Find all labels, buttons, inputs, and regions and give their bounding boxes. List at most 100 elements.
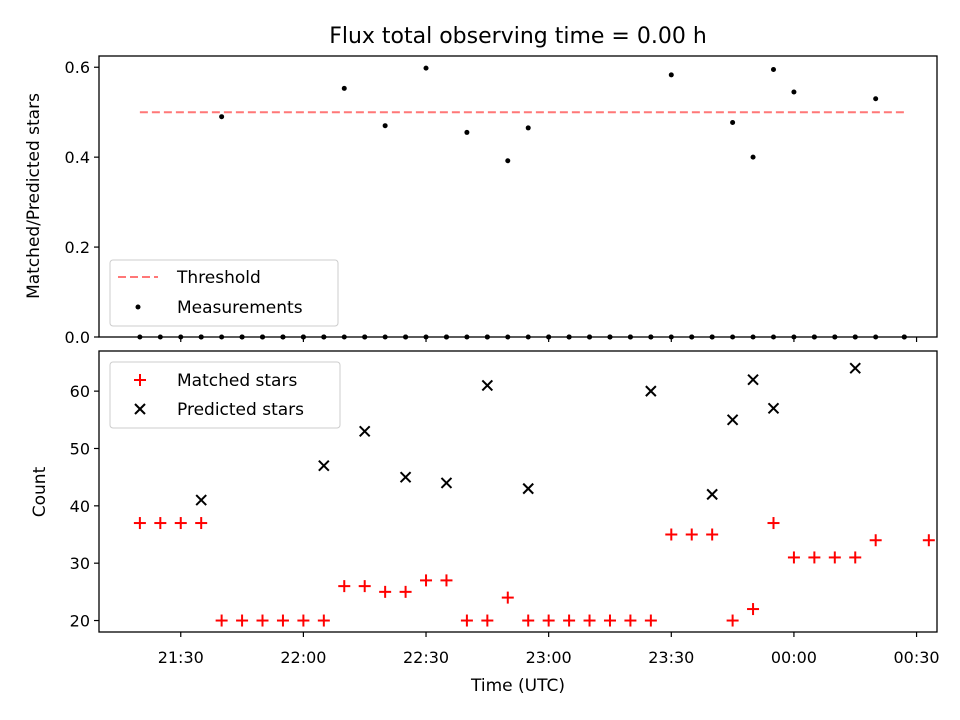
top-x-ticks — [180, 337, 918, 342]
matched-star-point — [644, 614, 657, 627]
matched-star-point — [195, 517, 208, 530]
matched-star-point — [828, 551, 841, 564]
y-tick-label: 0.2 — [65, 238, 90, 257]
matched-star-point — [133, 517, 146, 530]
predicted-star-point — [645, 385, 657, 397]
predicted-star-point — [849, 362, 861, 374]
matched-star-point — [542, 614, 555, 627]
matched-star-point — [787, 551, 800, 564]
matched-star-point — [767, 517, 780, 530]
measurement-point — [464, 129, 470, 135]
matched-star-point — [154, 517, 167, 530]
measurement-point — [219, 114, 225, 120]
matched-star-point — [563, 614, 576, 627]
measurement-point — [791, 89, 797, 95]
measurement-point — [341, 85, 347, 91]
bottom-legend: Matched stars Predicted stars — [109, 361, 341, 429]
matched-star-point — [849, 551, 862, 564]
measurement-point — [423, 65, 429, 71]
legend-matched-label: Matched stars — [177, 371, 297, 391]
measurement-point — [382, 123, 388, 129]
measurement-point — [770, 66, 776, 72]
x-tick-label: 23:00 — [526, 648, 572, 667]
predicted-star-point — [481, 379, 494, 392]
bottom-legend-box — [109, 361, 341, 429]
predicted-star-point — [767, 402, 780, 415]
x-axis-label: Time (UTC) — [470, 676, 565, 696]
matched-star-point — [869, 534, 882, 547]
legend-threshold-label: Threshold — [176, 268, 261, 288]
y-tick-label: 30 — [70, 554, 90, 573]
top-y-ticks: 0.0 0.2 0.4 0.6 — [65, 58, 99, 347]
matched-star-point — [236, 614, 249, 627]
matched-star-point — [420, 574, 433, 587]
legend-measurements-label: Measurements — [177, 298, 303, 318]
predicted-star-point — [318, 459, 330, 472]
top-legend: Threshold Measurements — [109, 259, 339, 327]
bottom-y-axis-label: Count — [30, 466, 50, 517]
bottom-plot-frame — [98, 350, 938, 633]
x-tick-label: 21:30 — [158, 648, 204, 667]
matched-star-point — [522, 614, 535, 627]
x-tick-label: 22:00 — [280, 648, 326, 667]
y-tick-label: 40 — [70, 497, 90, 516]
x-tick-label: 23:30 — [648, 648, 694, 667]
x-tick-label: 22:30 — [403, 648, 449, 667]
matched-star-point — [501, 591, 514, 604]
bottom-plot-marks — [133, 362, 935, 627]
top-plot: Matched/Predicted stars 0.0 0.2 0.4 0.6 Thr… — [24, 55, 938, 347]
x-tick-label: 00:30 — [894, 648, 940, 667]
top-plot-frame — [98, 55, 938, 338]
matched-star-point — [460, 614, 473, 627]
measurement-point — [730, 120, 736, 126]
matched-star-point — [808, 551, 821, 564]
predicted-star-point — [726, 414, 739, 426]
x-tick-label: 00:00 — [771, 648, 817, 667]
matched-star-point — [685, 528, 698, 541]
measurement-point — [525, 125, 531, 131]
bottom-y-ticks: 20 30 40 50 60 — [70, 382, 99, 631]
y-tick-label: 0.0 — [65, 328, 90, 347]
predicted-star-point — [522, 482, 534, 495]
matched-star-point — [317, 614, 330, 627]
measurement-point — [750, 154, 756, 160]
predicted-star-point — [706, 488, 718, 501]
y-tick-label: 0.4 — [65, 148, 90, 167]
measurement-point — [873, 96, 879, 102]
matched-star-point — [624, 614, 637, 627]
predicted-star-point — [359, 425, 371, 437]
y-tick-label: 20 — [70, 612, 90, 631]
matched-star-point — [665, 528, 678, 541]
matched-star-point — [922, 534, 935, 547]
matched-star-point — [215, 614, 228, 627]
matched-star-point — [603, 614, 616, 627]
matched-star-point — [379, 585, 392, 598]
top-legend-box — [109, 259, 339, 327]
matched-star-point — [338, 580, 351, 593]
matched-star-point — [747, 603, 760, 616]
matched-star-point — [174, 517, 187, 530]
chart-title: Flux total observing time = 0.00 h — [329, 24, 707, 49]
matched-star-point — [297, 614, 310, 627]
predicted-star-point — [195, 494, 207, 506]
matched-star-point — [481, 614, 494, 627]
y-tick-label: 60 — [70, 382, 90, 401]
y-tick-label: 0.6 — [65, 58, 90, 77]
bottom-plot: Count 20 30 40 50 60 21:30 22:00 22:30 23:00 23:… — [30, 350, 940, 696]
matched-star-point — [358, 580, 371, 593]
bottom-x-ticks: 21:30 22:00 22:30 23:00 23:30 00:00 00:30 — [158, 632, 940, 667]
matched-star-point — [256, 614, 269, 627]
matched-star-point — [706, 528, 719, 541]
top-y-axis-label: Matched/Predicted stars — [24, 93, 44, 299]
measurement-point — [505, 158, 511, 164]
legend-predicted-label: Predicted stars — [177, 400, 304, 420]
predicted-star-point — [440, 477, 453, 489]
predicted-star-point — [747, 373, 759, 386]
legend-measurements-swatch — [135, 304, 141, 310]
predicted-star-point — [399, 471, 412, 483]
matched-star-point — [726, 614, 739, 627]
y-tick-label: 50 — [70, 439, 90, 458]
measurement-point — [668, 72, 674, 78]
matched-star-point — [399, 585, 412, 598]
